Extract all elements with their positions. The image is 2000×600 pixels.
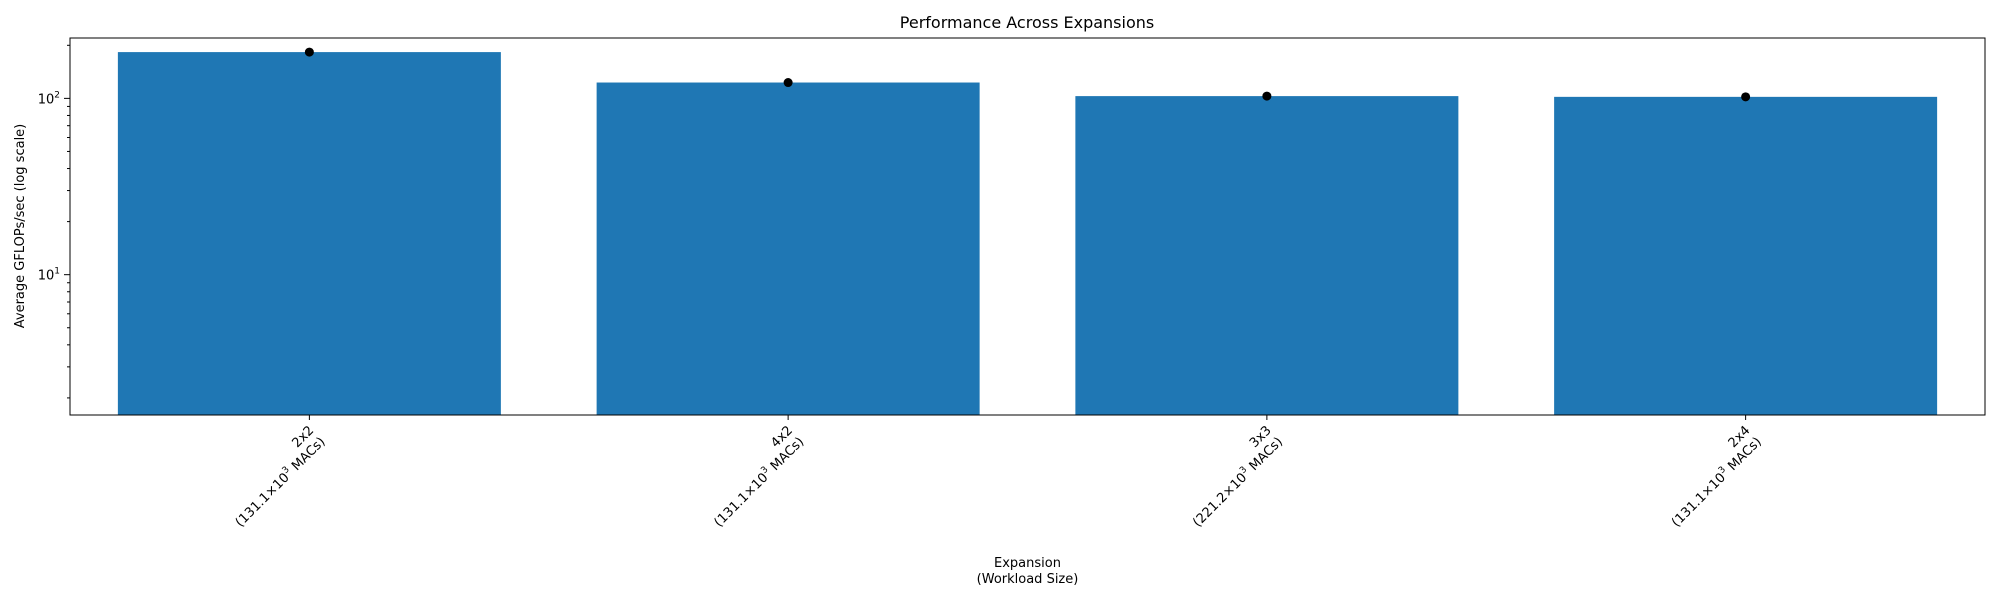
bar-4x2 <box>596 82 980 416</box>
x-tick-label-workload: (131.1×103 MACs) <box>231 433 328 530</box>
x-tick-label-2x2: 2x2(131.1×103 MACs) <box>231 423 329 530</box>
marker-2x4 <box>1741 92 1751 102</box>
y-axis-label: Average GFLOPs/sec (log scale) <box>13 124 28 328</box>
x-tick-label-2x4: 2x4(131.1×103 MACs) <box>1668 423 1765 530</box>
x-axis: 2x2(131.1×103 MACs) 4x2(131.1×103 MACs) 3x… <box>231 415 1765 530</box>
x-tick-label-3x3: 3x3(221.2×103 MACs) <box>1189 423 1286 530</box>
marker-4x2 <box>783 78 793 88</box>
x-tick-label-workload: (221.2×103 MACs) <box>1189 433 1286 530</box>
bar-2x2 <box>117 52 501 415</box>
x-axis-label-line: Expansion <box>994 556 1061 571</box>
x-tick-label-workload: (131.1×103 MACs) <box>1668 433 1765 530</box>
marker-3x3 <box>1262 91 1272 101</box>
marker-2x2 <box>304 47 314 57</box>
y-tick-label: 101 <box>38 267 60 284</box>
chart-title: Performance Across Expansions <box>900 13 1154 32</box>
x-axis-label: Expansion(Workload Size) <box>977 556 1079 587</box>
y-tick-label: 102 <box>38 90 60 107</box>
x-tick-label-workload: (131.1×103 MACs) <box>710 433 807 530</box>
bar-2x4 <box>1554 96 1938 416</box>
plot-frame <box>69 37 1986 416</box>
y-axis: 101 102 <box>38 44 70 399</box>
bar-3x3 <box>1075 96 1459 415</box>
bars-group <box>117 52 1938 416</box>
markers-group <box>304 47 1751 102</box>
x-tick-label-4x2: 4x2(131.1×103 MACs) <box>710 423 808 530</box>
x-axis-label-line: (Workload Size) <box>977 572 1079 587</box>
